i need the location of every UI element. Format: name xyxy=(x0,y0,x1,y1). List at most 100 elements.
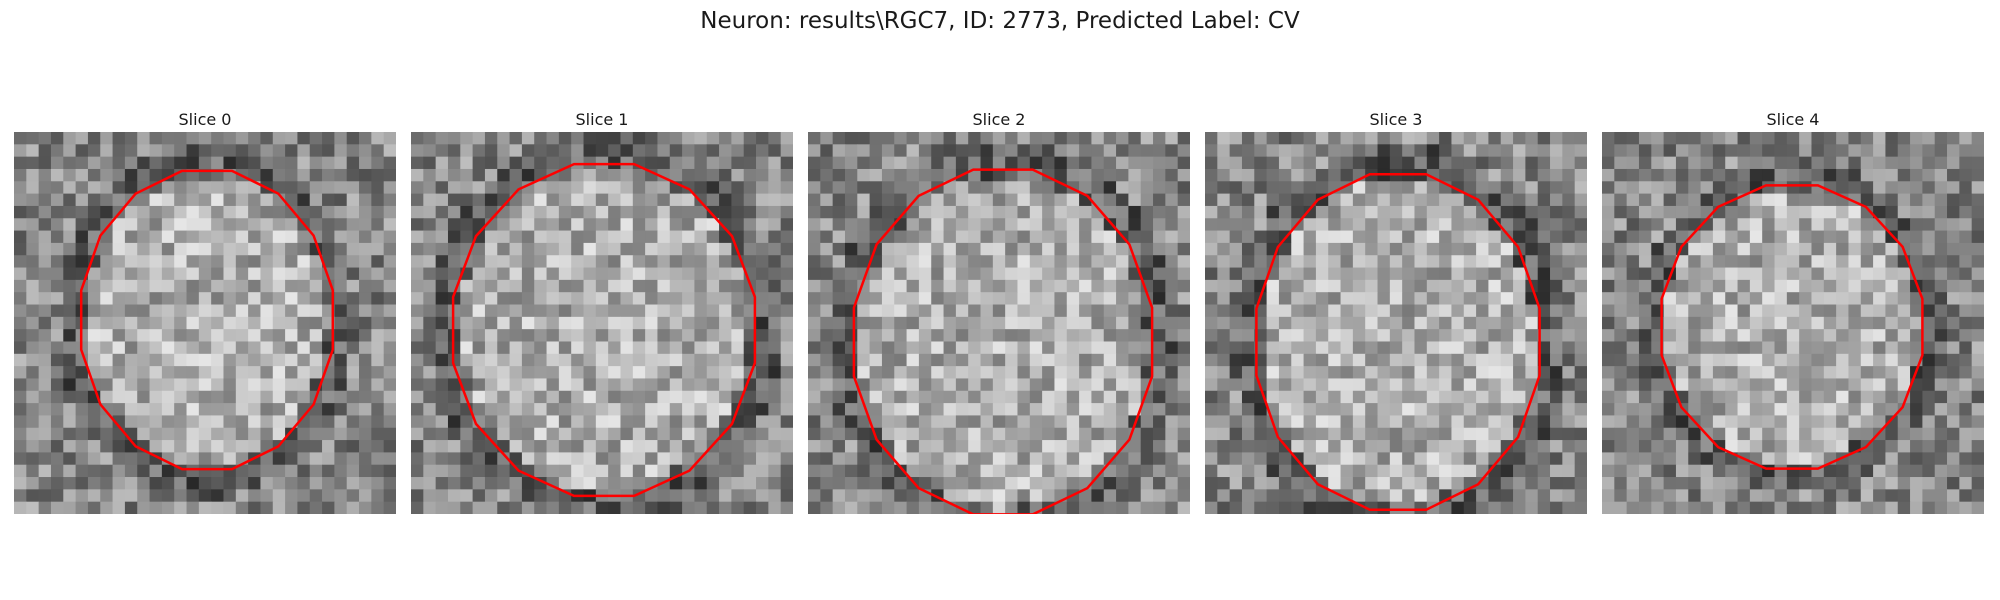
pixel xyxy=(1500,267,1514,281)
pixel xyxy=(645,255,658,268)
pixel xyxy=(435,390,449,404)
pixel xyxy=(992,292,1006,305)
pixel xyxy=(1315,501,1329,514)
pixel xyxy=(1537,292,1551,305)
pixel xyxy=(63,378,77,392)
pixel xyxy=(472,464,486,478)
pixel xyxy=(1128,304,1142,318)
pixel xyxy=(1848,390,1862,404)
pixel xyxy=(1377,242,1391,256)
pixel xyxy=(694,144,708,158)
pixel xyxy=(1525,218,1539,231)
pixel xyxy=(583,230,597,244)
pixel xyxy=(992,415,1006,429)
pixel xyxy=(1340,452,1354,466)
pixel xyxy=(820,353,834,367)
pixel xyxy=(1402,403,1415,416)
pixel xyxy=(1229,316,1243,330)
pixel xyxy=(968,304,981,318)
pixel xyxy=(309,341,323,355)
pixel xyxy=(968,218,981,231)
pixel xyxy=(1749,193,1763,207)
pixel xyxy=(1922,440,1936,453)
pixel xyxy=(1638,156,1652,170)
pixel xyxy=(14,489,27,503)
pixel xyxy=(411,353,424,367)
pixel xyxy=(1910,181,1923,195)
pixel xyxy=(881,489,895,503)
pixel xyxy=(272,366,286,379)
pixel xyxy=(1762,501,1775,514)
pixel xyxy=(558,279,572,293)
pixel xyxy=(359,415,372,429)
pixel xyxy=(894,144,907,158)
pixel xyxy=(1426,156,1440,170)
pixel xyxy=(534,144,547,158)
pixel xyxy=(75,181,89,195)
pixel xyxy=(820,242,834,256)
pixel xyxy=(694,304,708,318)
pixel xyxy=(869,378,883,392)
pixel xyxy=(1651,242,1665,256)
pixel xyxy=(620,378,634,392)
pixel xyxy=(620,452,634,466)
pixel xyxy=(1103,403,1117,416)
pixel xyxy=(1885,341,1899,355)
pixel xyxy=(1574,156,1587,170)
pixel xyxy=(645,329,658,342)
pixel xyxy=(411,477,424,490)
pixel xyxy=(521,415,535,429)
pixel xyxy=(1550,230,1563,244)
pixel xyxy=(645,304,658,318)
pixel xyxy=(719,292,732,305)
pixel xyxy=(260,403,274,416)
pixel xyxy=(521,341,535,355)
pixel xyxy=(1140,242,1154,256)
pixel xyxy=(1860,193,1874,207)
pixel xyxy=(371,279,385,293)
pixel xyxy=(346,316,360,330)
pixel xyxy=(1414,390,1428,404)
pixel xyxy=(1217,255,1231,268)
pixel xyxy=(968,193,981,207)
pixel xyxy=(1303,427,1317,441)
pixel xyxy=(1153,168,1166,182)
pixel xyxy=(1103,181,1117,195)
pixel xyxy=(881,156,895,170)
pixel xyxy=(1140,132,1154,145)
pixel xyxy=(235,279,249,293)
pixel xyxy=(881,427,895,441)
pixel xyxy=(1663,132,1677,145)
pixel xyxy=(309,427,323,441)
pixel xyxy=(1140,218,1154,231)
pixel xyxy=(1266,193,1280,207)
pixel xyxy=(1959,489,1973,503)
pixel xyxy=(1377,501,1391,514)
pixel xyxy=(645,132,658,145)
pixel xyxy=(1873,156,1886,170)
pixel xyxy=(272,353,286,367)
pixel xyxy=(682,366,695,379)
pixel xyxy=(137,477,150,490)
pixel xyxy=(411,218,424,231)
pixel xyxy=(992,132,1006,145)
pixel xyxy=(1488,230,1502,244)
pixel xyxy=(1254,440,1268,453)
pixel xyxy=(1513,279,1526,293)
pixel xyxy=(1675,168,1689,182)
pixel xyxy=(497,181,510,195)
pixel xyxy=(211,452,224,466)
pixel xyxy=(756,427,769,441)
pixel xyxy=(1700,255,1714,268)
pixel xyxy=(1675,329,1689,342)
pixel xyxy=(1574,390,1587,404)
pixel xyxy=(706,427,720,441)
pixel xyxy=(223,267,237,281)
pixel xyxy=(1352,403,1366,416)
pixel xyxy=(14,255,27,268)
pixel xyxy=(1525,132,1539,145)
pixel xyxy=(223,489,237,503)
pixel xyxy=(645,205,658,219)
pixel xyxy=(1836,230,1849,244)
pixel xyxy=(583,366,597,379)
